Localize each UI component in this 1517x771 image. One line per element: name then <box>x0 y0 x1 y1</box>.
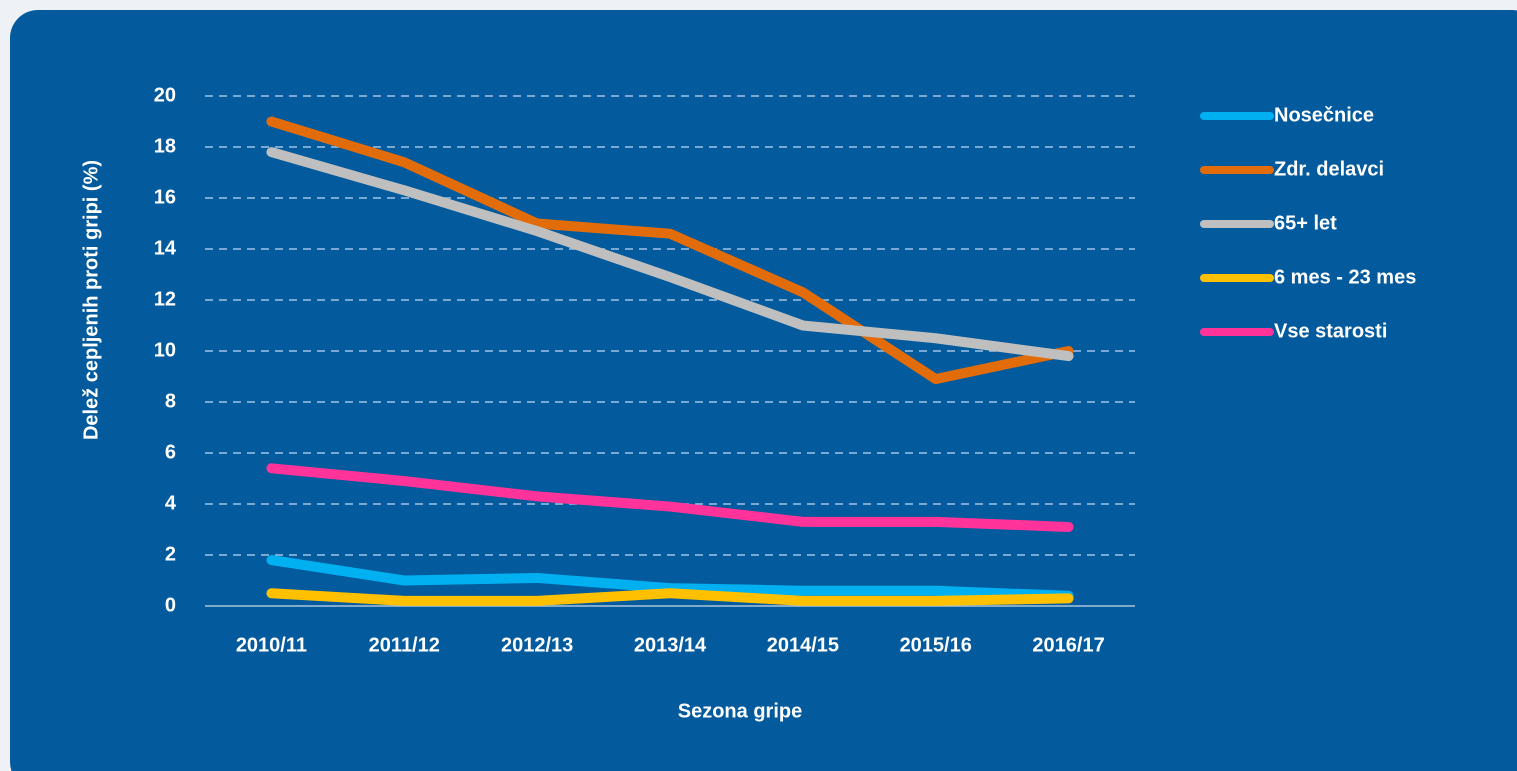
series-line <box>266 555 1074 601</box>
series-line <box>266 116 1074 385</box>
legend-label: Zdr. delavci <box>1274 158 1384 180</box>
y-tick-label: 18 <box>154 135 176 157</box>
series-line <box>266 463 1074 532</box>
series-line <box>266 588 1074 606</box>
x-tick-label: 2016/17 <box>1032 634 1104 656</box>
x-tick-label: 2012/13 <box>501 634 573 656</box>
x-axis-label: Sezona gripe <box>678 700 802 722</box>
y-tick-label: 14 <box>154 237 177 259</box>
x-tick-label: 2013/14 <box>634 634 707 656</box>
y-tick-label: 10 <box>154 339 176 361</box>
x-tick-label: 2014/15 <box>767 634 839 656</box>
x-tick-label: 2011/12 <box>369 634 440 656</box>
y-axis-label: Delež cepljenih proti gripi (%) <box>80 160 102 440</box>
series-line <box>266 147 1074 362</box>
y-tick-label: 2 <box>165 543 176 565</box>
y-tick-label: 6 <box>165 441 176 463</box>
legend-label: Vse starosti <box>1274 320 1387 342</box>
legend-label: 65+ let <box>1274 212 1337 234</box>
legend-label: 6 mes - 23 mes <box>1274 266 1416 288</box>
y-tick-label: 20 <box>154 84 176 106</box>
y-tick-label: 12 <box>154 288 176 310</box>
legend-label: Nosečnice <box>1274 104 1374 126</box>
y-tick-label: 16 <box>154 186 176 208</box>
y-tick-label: 0 <box>165 594 176 616</box>
x-tick-label: 2015/16 <box>900 634 972 656</box>
x-tick-label: 2010/11 <box>236 634 307 656</box>
y-tick-label: 4 <box>165 492 177 514</box>
y-tick-label: 8 <box>165 390 176 412</box>
